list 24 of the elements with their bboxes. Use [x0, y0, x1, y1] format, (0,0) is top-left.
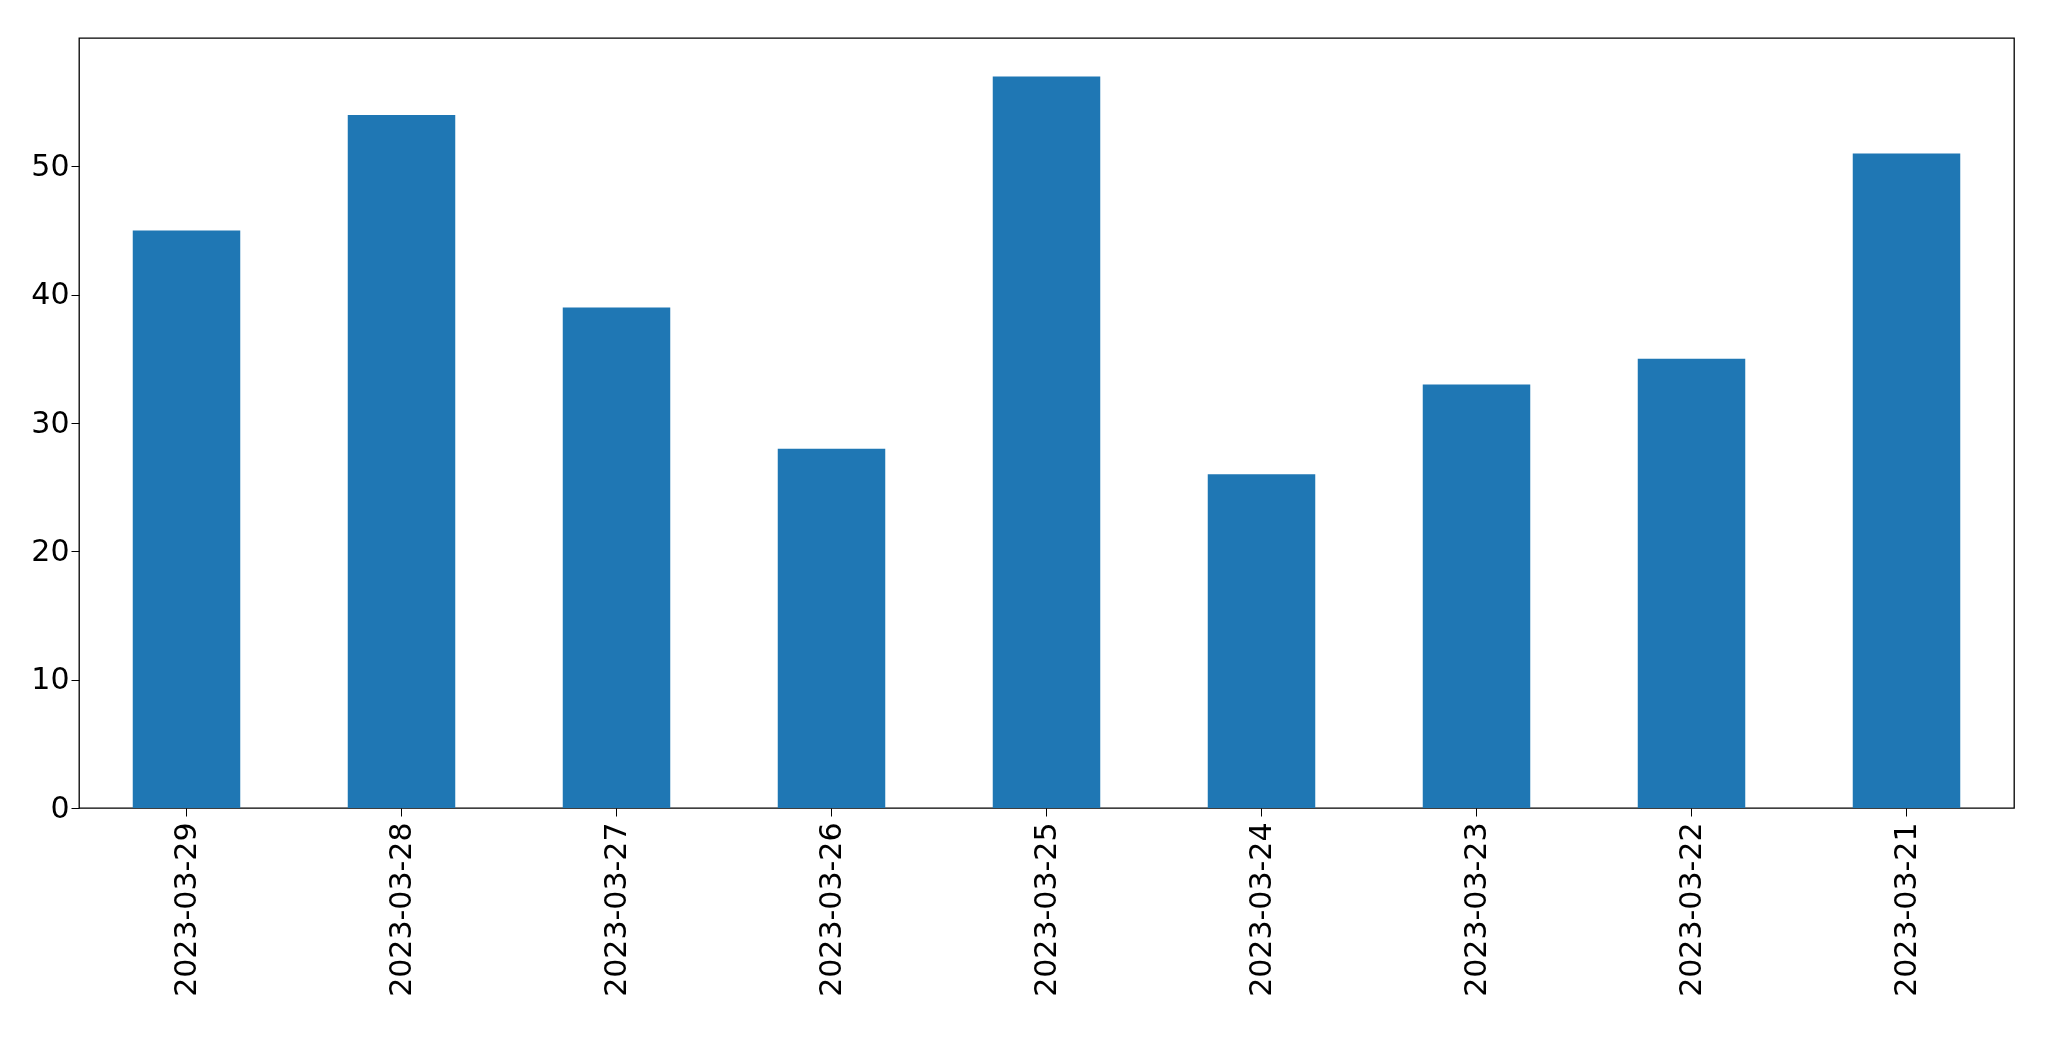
x-tick-label: 2023-03-25	[1027, 822, 1063, 997]
bar	[1422, 384, 1531, 808]
x-tick-label: 2023-03-24	[1242, 822, 1278, 997]
x-tick-label: 2023-03-27	[597, 822, 633, 997]
x-tick-label: 2023-03-29	[167, 822, 203, 997]
y-tick-label: 30	[31, 404, 70, 440]
x-tick-label: 2023-03-22	[1672, 822, 1708, 997]
x-tick-label: 2023-03-23	[1457, 822, 1493, 997]
bar	[1207, 474, 1316, 808]
bar	[347, 115, 456, 808]
y-tick-label: 40	[31, 276, 70, 312]
bar	[132, 230, 241, 808]
y-tick-label: 0	[50, 789, 70, 825]
x-tick-label: 2023-03-26	[812, 822, 848, 997]
bar	[992, 76, 1101, 808]
x-tick-label: 2023-03-28	[382, 822, 418, 997]
bar	[1852, 153, 1961, 808]
bar	[1637, 358, 1746, 808]
bar	[777, 448, 886, 808]
x-tick-label: 2023-03-21	[1887, 822, 1923, 997]
y-tick-label: 50	[31, 147, 70, 183]
y-tick-label: 10	[31, 661, 70, 697]
y-tick-label: 20	[31, 532, 70, 568]
bar	[562, 307, 671, 808]
